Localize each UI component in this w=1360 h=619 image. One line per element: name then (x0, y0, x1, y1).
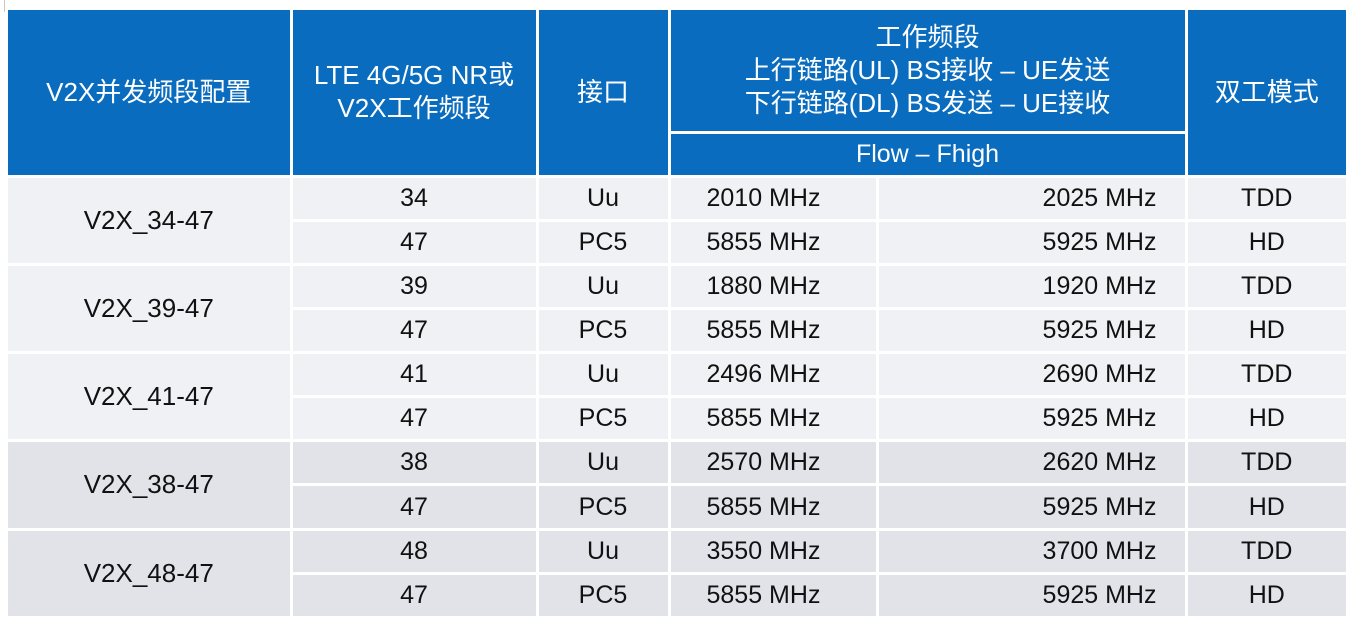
fhigh-cell: 5925 MHz (875, 306, 1188, 355)
duplex-cell: TDD (1184, 351, 1346, 399)
config-cell: V2X_41-47 (8, 351, 293, 443)
fhigh-cell: 3700 MHz (875, 527, 1188, 575)
fhigh-cell: 5925 MHz (875, 395, 1188, 443)
fhigh-cell: 5925 MHz (875, 483, 1188, 531)
interface-cell: PC5 (535, 218, 671, 266)
header-band-line2: V2X工作频段 (337, 93, 491, 124)
header-interface: 接口 (535, 10, 671, 176)
interface-cell: PC5 (535, 483, 671, 531)
band-cell: 38 (289, 439, 539, 487)
interface-cell: Uu (535, 262, 671, 310)
duplex-cell: TDD (1184, 262, 1346, 310)
duplex-cell: TDD (1184, 527, 1346, 575)
band-cell: 48 (289, 527, 539, 575)
band-cell: 47 (289, 483, 539, 531)
config-cell: V2X_39-47 (8, 262, 293, 355)
table-row: 47 PC5 5855 MHz 5925 MHz HD (8, 306, 1346, 355)
flow-cell: 5855 MHz (667, 218, 879, 266)
table-row: V2X_34-47 34 Uu 2010 MHz 2025 MHz TDD (8, 174, 1346, 266)
header-duplex: 双工模式 (1184, 10, 1346, 176)
band-cell: 47 (289, 571, 539, 619)
flow-cell: 5855 MHz (667, 571, 879, 619)
fhigh-cell: 2025 MHz (875, 174, 1188, 222)
flow-cell: 2496 MHz (667, 351, 879, 399)
table-row: V2X_39-47 39 Uu 1880 MHz 1920 MHz TDD (8, 262, 1346, 355)
interface-cell: Uu (535, 174, 671, 222)
table-row: 47 PC5 5855 MHz 5925 MHz HD (8, 571, 1346, 619)
duplex-cell: HD (1184, 483, 1346, 531)
band-cell: 41 (289, 351, 539, 399)
band-cell: 34 (289, 174, 539, 222)
interface-cell: PC5 (535, 571, 671, 619)
table-row: V2X_38-47 38 Uu 2570 MHz 2620 MHz TDD (8, 439, 1346, 531)
flow-cell: 2570 MHz (667, 439, 879, 487)
config-cell: V2X_38-47 (8, 439, 293, 531)
fhigh-cell: 1920 MHz (875, 262, 1188, 310)
duplex-cell: HD (1184, 395, 1346, 443)
fhigh-cell: 5925 MHz (875, 218, 1188, 266)
config-cell: V2X_48-47 (8, 527, 293, 619)
flow-cell: 2010 MHz (667, 174, 879, 222)
table-row: V2X_41-47 41 Uu 2496 MHz 2690 MHz TDD (8, 351, 1346, 443)
table-header: V2X并发频段配置 LTE 4G/5G NR或 V2X工作频段 接口 工作频段 … (8, 10, 1346, 176)
table-row: 47 PC5 5855 MHz 5925 MHz HD (8, 395, 1346, 443)
duplex-cell: HD (1184, 218, 1346, 266)
duplex-cell: TDD (1184, 439, 1346, 487)
fhigh-cell: 2620 MHz (875, 439, 1188, 487)
header-operating-band: 工作频段 上行链路(UL) BS接收 – UE发送 下行链路(DL) BS发送 … (667, 10, 1188, 134)
duplex-cell: TDD (1184, 174, 1346, 222)
table-body: V2X_34-47 34 Uu 2010 MHz 2025 MHz TDD 47… (8, 174, 1346, 619)
flow-cell: 5855 MHz (667, 483, 879, 531)
duplex-cell: HD (1184, 306, 1346, 355)
band-cell: 47 (289, 218, 539, 266)
header-uplink: 上行链路(UL) BS接收 – UE发送 (744, 54, 1111, 85)
table-row: 47 PC5 5855 MHz 5925 MHz HD (8, 483, 1346, 531)
fhigh-cell: 2690 MHz (875, 351, 1188, 399)
interface-cell: Uu (535, 351, 671, 399)
v2x-band-table: V2X并发频段配置 LTE 4G/5G NR或 V2X工作频段 接口 工作频段 … (8, 10, 1346, 619)
duplex-cell: HD (1184, 571, 1346, 619)
table-row: V2X_48-47 48 Uu 3550 MHz 3700 MHz TDD (8, 527, 1346, 619)
interface-cell: PC5 (535, 306, 671, 355)
header-band-line1: LTE 4G/5G NR或 (313, 60, 515, 91)
band-cell: 39 (289, 262, 539, 310)
interface-cell: Uu (535, 527, 671, 575)
header-band: LTE 4G/5G NR或 V2X工作频段 (289, 10, 539, 176)
band-cell: 47 (289, 306, 539, 355)
fhigh-cell: 5925 MHz (875, 571, 1188, 619)
header-config: V2X并发频段配置 (8, 10, 293, 176)
header-flow-fhigh: Flow – Fhigh (667, 132, 1188, 176)
flow-cell: 1880 MHz (667, 262, 879, 310)
flow-cell: 5855 MHz (667, 395, 879, 443)
header-operating-band-title: 工作频段 (875, 21, 980, 52)
config-cell: V2X_34-47 (8, 174, 293, 266)
flow-cell: 3550 MHz (667, 527, 879, 575)
flow-cell: 5855 MHz (667, 306, 879, 355)
interface-cell: PC5 (535, 395, 671, 443)
table-row: 47 PC5 5855 MHz 5925 MHz HD (8, 218, 1346, 266)
corner-mark (0, 0, 5, 12)
header-downlink: 下行链路(DL) BS发送 – UE接收 (744, 87, 1111, 118)
interface-cell: Uu (535, 439, 671, 487)
band-cell: 47 (289, 395, 539, 443)
